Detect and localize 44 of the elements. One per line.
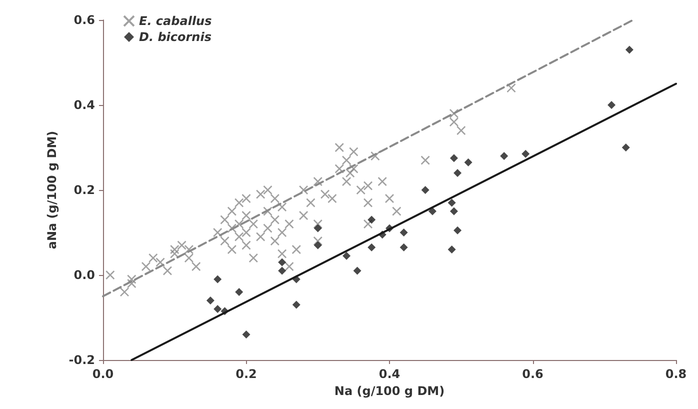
- y-tick-label: 0.6: [74, 13, 95, 27]
- y-tick-label: 0.4: [74, 98, 95, 112]
- point: [500, 152, 508, 160]
- point: [235, 288, 244, 296]
- x-tick-label: 0.2: [236, 367, 257, 381]
- point: [625, 46, 634, 54]
- x-tick-label: 0.8: [665, 367, 687, 381]
- y-axis-title: aNa (g/100 g DM): [44, 130, 59, 250]
- point: [400, 243, 408, 252]
- point: [608, 101, 616, 109]
- point: [464, 158, 472, 166]
- x-tick-label: 0.6: [522, 367, 544, 381]
- x-axis-title: Na (g/100 g DM): [334, 384, 445, 398]
- point: [454, 169, 462, 177]
- point: [450, 207, 458, 216]
- point: [368, 216, 376, 224]
- point: [622, 144, 630, 152]
- point: [314, 224, 322, 232]
- y-tick-label: 0.2: [74, 183, 95, 197]
- point: [421, 186, 430, 194]
- point: [278, 266, 286, 275]
- point: [278, 258, 286, 266]
- point: [353, 266, 362, 275]
- y-tick-label: -0.2: [68, 353, 95, 367]
- point: [448, 198, 456, 207]
- point: [242, 330, 250, 338]
- point: [214, 305, 222, 313]
- point: [522, 150, 530, 158]
- point: [400, 228, 408, 236]
- point: [450, 154, 458, 162]
- point: [454, 226, 462, 234]
- point: [206, 296, 214, 304]
- point: [314, 241, 322, 250]
- x-tick-label: 0.4: [378, 367, 400, 381]
- point: [448, 246, 456, 254]
- x-tick-label: 0.0: [92, 367, 114, 381]
- point: [214, 275, 222, 284]
- point: [368, 243, 376, 252]
- point: [428, 207, 436, 216]
- legend-label: D. bicornis: [139, 30, 212, 44]
- legend-label: E. caballus: [139, 14, 212, 28]
- point: [342, 252, 351, 260]
- point: [292, 300, 300, 309]
- y-tick-label: 0.0: [74, 268, 95, 282]
